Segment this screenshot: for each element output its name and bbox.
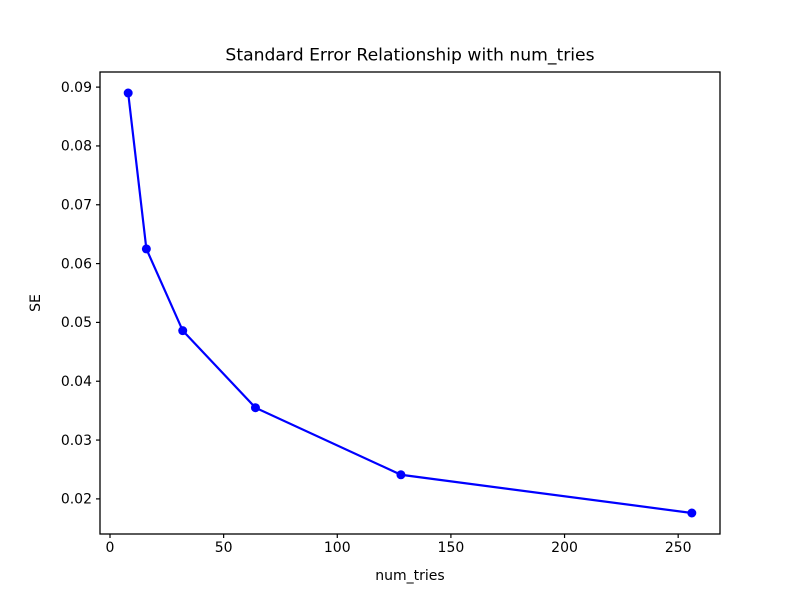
y-axis-ticks: 0.02 0.03 0.04 0.05 0.06 0.07 0.08 0.09 (61, 80, 100, 508)
data-point (123, 88, 133, 98)
data-point (141, 244, 151, 254)
chart-title: Standard Error Relationship with num_tri… (225, 46, 594, 66)
y-tick-label: 0.06 (61, 256, 92, 272)
x-axis-ticks: 0 50 100 150 200 250 (106, 534, 692, 556)
y-tick-label: 0.04 (61, 374, 92, 390)
x-axis-label: num_tries (375, 568, 444, 584)
x-tick-label: 150 (438, 540, 465, 556)
y-tick-label: 0.03 (61, 433, 92, 449)
series-markers (123, 88, 697, 518)
y-tick-label: 0.09 (61, 80, 92, 96)
x-tick-label: 100 (324, 540, 351, 556)
y-tick-label: 0.08 (61, 139, 92, 155)
data-point (250, 403, 260, 413)
series-line (127, 92, 692, 515)
y-tick-label: 0.07 (61, 197, 92, 213)
x-tick-label: 0 (106, 540, 115, 556)
y-axis-label: SE (28, 294, 44, 312)
data-point (178, 326, 188, 336)
y-tick-label: 0.02 (61, 492, 92, 508)
x-tick-label: 250 (665, 540, 692, 556)
x-tick-label: 50 (215, 540, 233, 556)
plot-area (99, 71, 721, 535)
data-point (396, 470, 406, 480)
y-tick-label: 0.05 (61, 315, 92, 331)
data-point (687, 508, 697, 518)
x-tick-label: 200 (551, 540, 578, 556)
